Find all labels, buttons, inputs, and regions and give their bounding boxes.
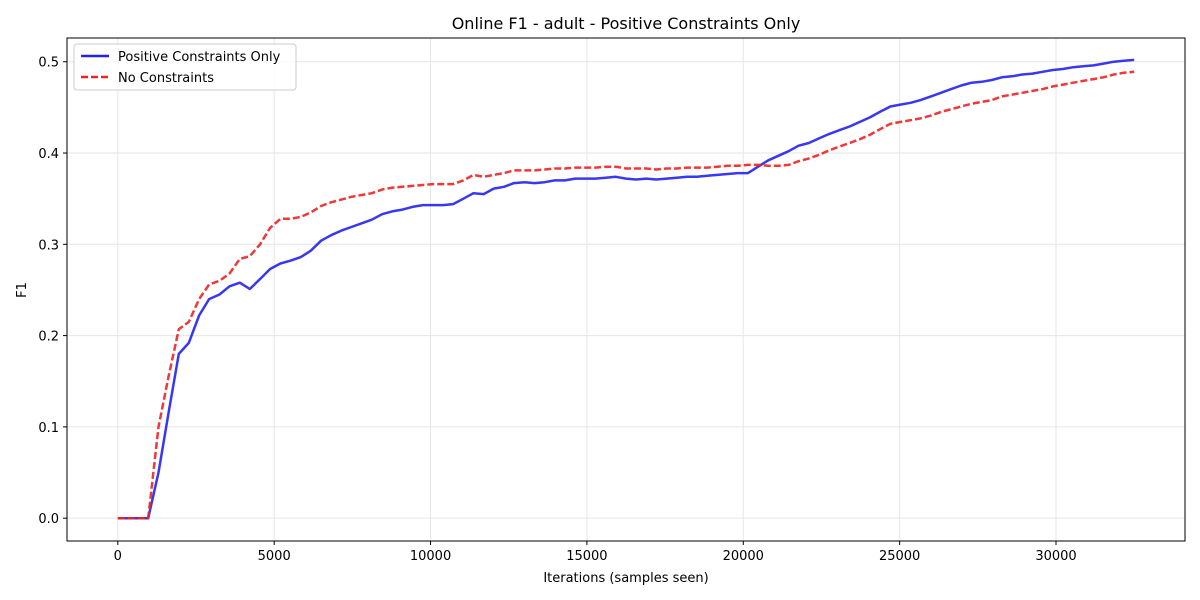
plot-frame	[66, 37, 1186, 542]
y-tick-label: 0.0	[38, 512, 59, 527]
series-layer	[117, 58, 1135, 520]
x-tick-label: 15000	[566, 549, 607, 564]
legend-label-no-constraints: No Constraints	[118, 71, 214, 86]
y-axis: 0.0 0.1 0.2 0.3 0.4 0.5	[38, 56, 67, 527]
x-axis-label: Iterations (samples seen)	[543, 571, 708, 586]
y-tick-label: 0.1	[38, 421, 59, 436]
y-axis-label: F1	[15, 282, 30, 298]
chart-title: Online F1 - adult - Positive Constraints…	[452, 14, 801, 33]
series-line-positive-constraints	[117, 58, 1135, 520]
y-tick-label: 0.3	[38, 238, 59, 253]
series-line-no-constraints	[117, 70, 1135, 520]
x-tick-label: 0	[114, 549, 122, 564]
y-tick-label: 0.2	[38, 330, 59, 345]
x-axis: 0 5000 10000 15000 20000 25000 30000	[114, 541, 1077, 564]
x-tick-label: 20000	[723, 549, 764, 564]
legend-box	[73, 43, 297, 91]
legend: Positive Constraints Only No Constraints	[73, 43, 297, 91]
x-tick-label: 5000	[258, 549, 291, 564]
x-tick-label: 30000	[1035, 549, 1076, 564]
grid	[67, 38, 1185, 541]
x-tick-label: 25000	[879, 549, 920, 564]
legend-label-positive-constraints: Positive Constraints Only	[118, 50, 281, 65]
x-tick-label: 10000	[410, 549, 451, 564]
y-tick-label: 0.5	[38, 56, 59, 71]
y-tick-label: 0.4	[38, 147, 59, 162]
